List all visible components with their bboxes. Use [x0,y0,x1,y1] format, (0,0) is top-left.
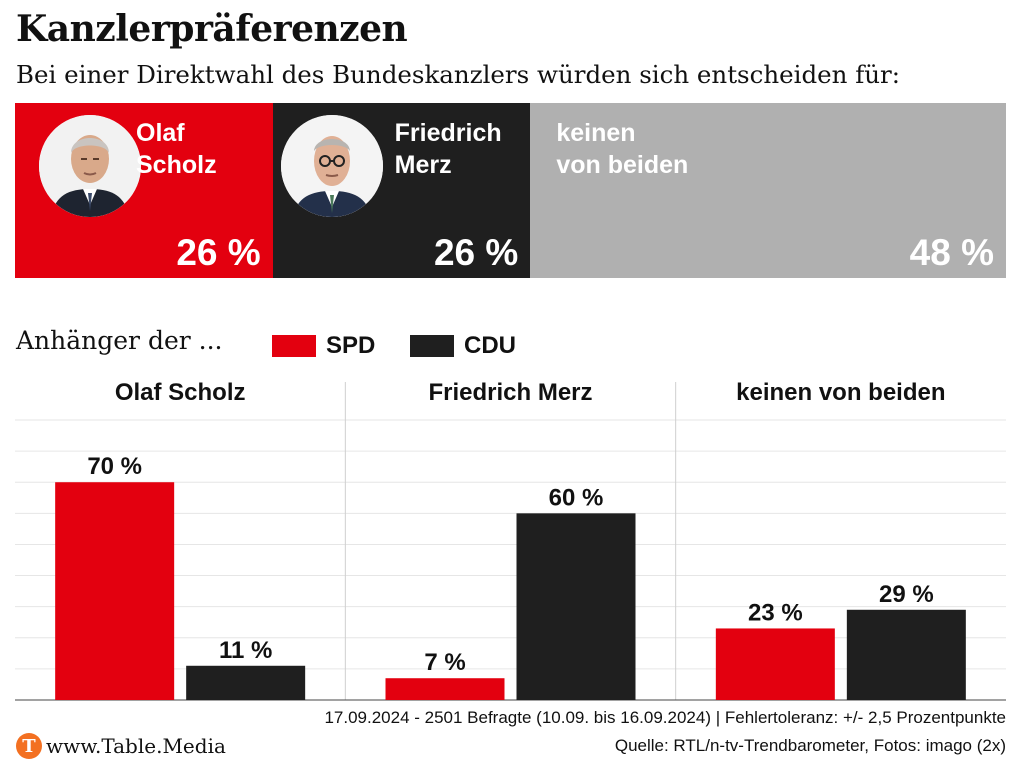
legend-intro: Anhänger der ... [16,326,223,355]
legend-item-spd: SPD [272,332,375,360]
survey-note: 17.09.2024 - 2501 Befragte (10.09. bis 1… [324,708,1006,727]
bar-cdu [186,665,306,700]
category-label: keinen von beiden [736,379,945,406]
data-label: 70 % [87,453,142,480]
segment-name: Olaf Scholz [136,119,217,179]
data-label: 7 % [424,649,465,676]
table-media-logo-icon: T [16,733,42,759]
bar-spd [55,482,175,700]
legend-label-cdu: CDU [464,332,516,359]
segment-percent: 26 % [433,232,519,273]
bar-spd [715,628,835,700]
friedrich-merz-portrait [280,115,383,217]
data-label: 23 % [748,599,803,626]
category-label: Olaf Scholz [115,379,246,406]
legend-swatch-cdu [410,335,454,357]
segment-keinen-von-beiden: keinen von beiden 48 % [530,103,1006,278]
bar-cdu [846,609,966,700]
legend-item-cdu: CDU [410,332,516,360]
segment-olaf-scholz: Olaf Scholz 26 % [15,103,273,278]
data-label: 60 % [549,484,604,511]
segment-percent: 26 % [176,232,261,273]
segment-percent: 48 % [909,232,994,273]
grouped-bar-chart: Olaf Scholz 70 % 11 % Friedrich Merz 7 % 60 %… [15,379,1006,701]
segment-name: Friedrich Merz [394,119,502,179]
chart-subtitle: Bei einer Direktwahl des Bundeskanzlers … [16,60,901,89]
legend-swatch-spd [272,335,316,357]
bar-cdu [516,513,636,700]
data-label: 29 % [879,581,934,608]
legend-label-spd: SPD [326,332,376,359]
bar-spd [385,678,505,700]
source-note: Quelle: RTL/n-tv-Trendbarometer, Fotos: … [614,736,1006,755]
brand: T www.Table.Media [16,733,226,759]
segment-name: keinen von beiden [556,119,689,179]
olaf-scholz-portrait [39,115,141,217]
chart-title: Kanzlerpräferenzen [16,8,408,50]
category-label: Friedrich Merz [428,379,592,406]
preference-stacked-bar: Olaf Scholz 26 % Friedrich Merz 26 % kei… [15,103,1006,278]
data-label: 11 % [219,637,272,664]
brand-url: www.Table.Media [46,734,226,758]
segment-friedrich-merz: Friedrich Merz 26 % [272,103,531,278]
